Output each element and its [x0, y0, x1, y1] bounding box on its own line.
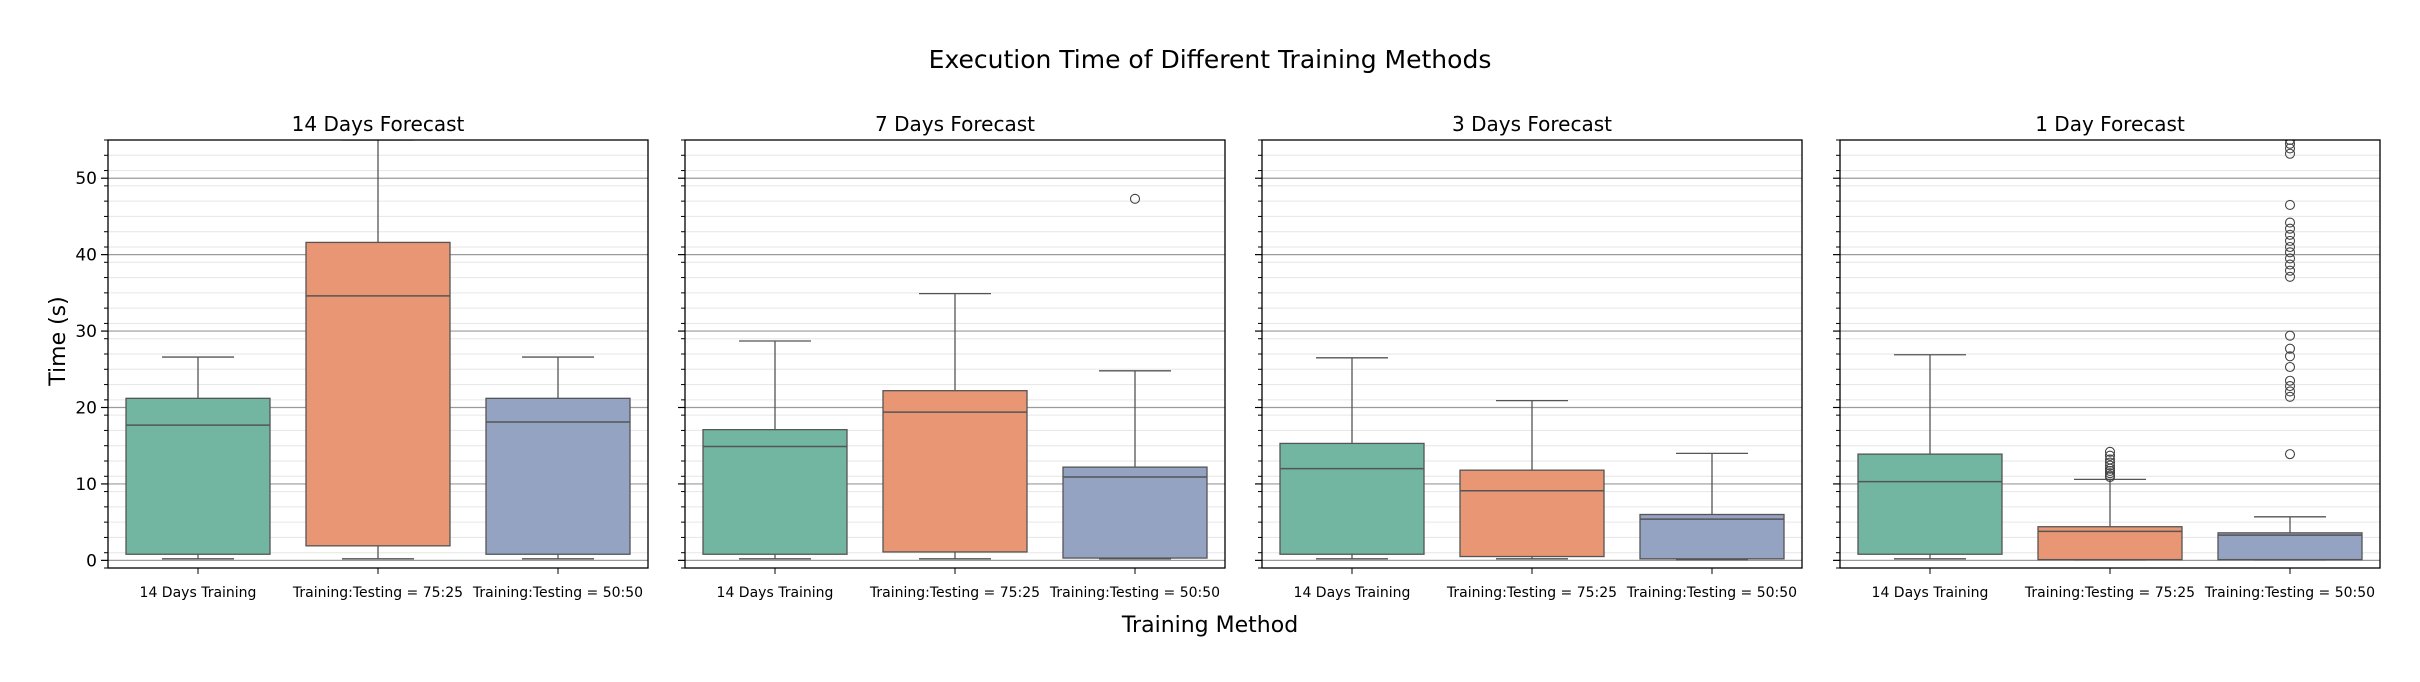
outlier-point — [2104, 468, 2116, 479]
outlier-point — [2104, 465, 2116, 476]
iqr-box — [2217, 532, 2363, 561]
y-tick-label: 40 — [75, 246, 97, 266]
y-tick-label: 20 — [75, 399, 97, 419]
panel-title: 14 Days Forecast — [292, 112, 465, 136]
outlier-point — [2104, 446, 2116, 457]
x-tick-label: 14 Days Training — [1294, 585, 1411, 601]
outlier-point — [2284, 381, 2296, 392]
x-tick-label: Training:Testing = 75:25 — [2024, 585, 2195, 601]
iqr-box — [882, 390, 1028, 553]
iqr-box — [305, 241, 451, 547]
outlier-point — [2284, 143, 2296, 154]
panel-frame — [684, 139, 1226, 569]
panel-4: 1 Day Forecast 14 Days Training Training:T… — [1833, 112, 2381, 601]
panel-frame — [107, 139, 649, 569]
panel-title: 3 Days Forecast — [1452, 112, 1612, 136]
y-tick-label: 0 — [86, 551, 97, 571]
iqr-box — [1639, 513, 1785, 560]
box-3 — [2217, 140, 2363, 561]
box-2 — [305, 140, 451, 560]
x-tick-label: Training:Testing = 75:25 — [1446, 585, 1617, 601]
panel-3: 3 Days Forecast 14 Days Training Training:… — [1255, 112, 1803, 601]
box-2 — [1459, 399, 1605, 560]
outlier-point — [2284, 140, 2296, 149]
outlier-point — [2284, 343, 2296, 354]
outlier-point — [2284, 361, 2296, 373]
outlier-point — [2284, 330, 2296, 341]
outlier-point — [2284, 247, 2296, 258]
panel-2: 7 Days Forecast 14 Days Training Training:… — [678, 112, 1226, 601]
y-axis-label: Time (s) — [46, 296, 71, 386]
outlier-point — [2284, 351, 2296, 362]
box-1 — [702, 340, 848, 560]
iqr-box — [125, 397, 271, 555]
x-tick-label: Training:Testing = 50:50 — [2204, 585, 2375, 601]
x-tick-label: 14 Days Training — [717, 585, 834, 601]
box-2 — [882, 292, 1028, 560]
iqr-box — [2037, 526, 2183, 561]
outlier-point — [2284, 259, 2296, 270]
outlier-point — [2284, 375, 2296, 386]
outlier-point — [2284, 386, 2296, 397]
panel-frame — [1839, 139, 2381, 569]
panel-data — [702, 193, 1208, 560]
panel-title: 7 Days Forecast — [875, 112, 1035, 136]
iqr-box — [702, 429, 848, 555]
subplots: 14 Days Forecast 14 Days Training Training… — [75, 112, 2381, 601]
outlier-point — [2284, 391, 2296, 402]
x-tick-label: Training:Testing = 75:25 — [292, 585, 463, 601]
box-1 — [1857, 354, 2003, 560]
y-tick-label: 30 — [75, 322, 97, 342]
iqr-box — [1459, 469, 1605, 558]
iqr-box — [1857, 453, 2003, 555]
outlier-point — [2284, 223, 2296, 234]
box-3 — [485, 356, 631, 560]
outlier-point — [2284, 148, 2296, 159]
panel-data — [1279, 357, 1785, 561]
outlier-point — [2284, 199, 2296, 211]
y-tick-label: 50 — [75, 169, 97, 189]
outlier-point — [2284, 217, 2296, 228]
iqr-box — [485, 397, 631, 555]
outlier-point — [2284, 140, 2296, 146]
x-tick-label: Training:Testing = 75:25 — [869, 585, 1040, 601]
box-3 — [1639, 452, 1785, 561]
outlier-point — [2104, 450, 2116, 461]
x-tick-label: 14 Days Training — [140, 585, 257, 601]
outlier-point — [2284, 449, 2296, 460]
outlier-point — [2284, 229, 2296, 240]
outlier-point — [2284, 235, 2296, 246]
panel-title: 1 Day Forecast — [2035, 112, 2185, 136]
outlier-point — [2284, 265, 2296, 276]
panel-data — [125, 140, 631, 560]
x-tick-label: 14 Days Training — [1872, 585, 1989, 601]
outlier-point — [1129, 193, 1141, 204]
y-tick-label: 10 — [75, 475, 97, 495]
iqr-box — [1062, 466, 1208, 559]
x-axis-label: Training Method — [1121, 613, 1298, 638]
outlier-point — [2104, 454, 2116, 465]
outlier-point — [2284, 271, 2296, 282]
box-1 — [1279, 357, 1425, 560]
box-2 — [2037, 446, 2183, 561]
outlier-point — [2104, 470, 2116, 481]
outlier-point — [2284, 253, 2296, 264]
outlier-point — [2284, 241, 2296, 253]
box-1 — [125, 356, 271, 560]
outlier-point — [2104, 457, 2116, 468]
iqr-box — [1279, 442, 1425, 555]
outlier-point — [2104, 460, 2116, 471]
panel-frame — [1261, 139, 1803, 569]
panel-data — [1857, 140, 2363, 561]
x-tick-label: Training:Testing = 50:50 — [1626, 585, 1797, 601]
panel-1: 14 Days Forecast 14 Days Training Training… — [75, 112, 649, 601]
x-tick-label: Training:Testing = 50:50 — [1049, 585, 1220, 601]
chart-title: Execution Time of Different Training Met… — [929, 45, 1492, 74]
box-3 — [1062, 193, 1208, 560]
x-tick-label: Training:Testing = 50:50 — [472, 585, 643, 601]
